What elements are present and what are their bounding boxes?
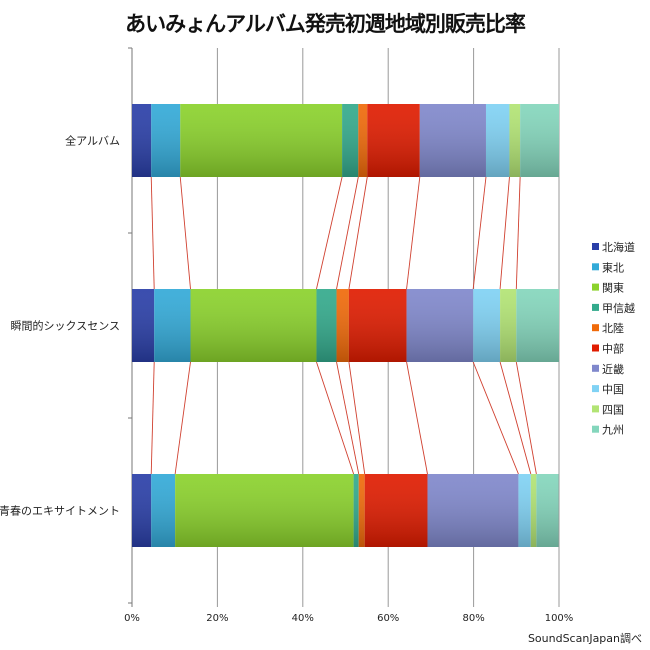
legend-swatch xyxy=(592,405,599,413)
series-connector-line xyxy=(472,361,519,475)
legend-label: 四国 xyxy=(602,403,624,416)
series-connector-line xyxy=(316,176,343,290)
legend-label: 東北 xyxy=(602,261,624,274)
bar-segment-shade xyxy=(190,289,317,362)
category-label: 瞬間的シックスセンス xyxy=(11,319,120,333)
bar-segment-shade xyxy=(336,289,349,362)
x-tick-label: 40% xyxy=(292,613,314,624)
legend-label: 甲信越 xyxy=(602,301,635,315)
bar-segment-shade xyxy=(500,289,517,362)
legend-label: 関東 xyxy=(602,282,624,295)
x-tick-label: 100% xyxy=(545,613,574,624)
legend-swatch xyxy=(592,263,599,271)
legend-swatch xyxy=(592,385,599,393)
bar-segment-shade xyxy=(367,104,420,177)
bar-segment-shade xyxy=(419,104,486,177)
bar-segment-shade xyxy=(316,289,337,362)
series-connector-line xyxy=(316,361,355,475)
bar-segment-shade xyxy=(509,104,521,177)
series-connector-line xyxy=(179,176,191,290)
series-connector-line xyxy=(499,361,532,475)
bar-segment-shade xyxy=(358,104,368,177)
bar-segment-shade xyxy=(132,104,152,177)
bar-segment-shade xyxy=(520,104,559,177)
bar-segment-shade xyxy=(364,474,428,547)
bar-segment-shade xyxy=(518,474,531,547)
bar-segment-shade xyxy=(516,289,559,362)
bar-segment-shade xyxy=(536,474,559,547)
x-tick-label: 20% xyxy=(206,613,228,624)
series-connector-line xyxy=(472,176,487,290)
series-connector-line xyxy=(336,176,359,290)
series-connector-line xyxy=(348,361,366,475)
series-connector-line xyxy=(406,176,421,290)
bar-segment-shade xyxy=(427,474,519,547)
bar-segment-shade xyxy=(530,474,537,547)
bar-segment-shade xyxy=(132,474,152,547)
bar-segment-shade xyxy=(151,474,176,547)
bar-segment-shade xyxy=(180,104,343,177)
x-tick-label: 80% xyxy=(462,613,484,624)
legend-swatch xyxy=(592,243,599,250)
bar-segment-shade xyxy=(132,289,155,362)
series-connector-line xyxy=(515,361,537,475)
legend-swatch xyxy=(592,425,599,433)
bar-segment-shade xyxy=(154,289,191,362)
bar-segment-shade xyxy=(485,104,510,177)
series-connector-line xyxy=(348,176,368,290)
series-connector-line xyxy=(174,361,191,475)
bar-segment-shade xyxy=(151,104,181,177)
category-label: 青春のエキサイトメント xyxy=(0,505,120,518)
legend-label: 中国 xyxy=(602,383,624,396)
bar-segment-shade xyxy=(348,289,407,362)
x-tick-label: 0% xyxy=(124,613,140,624)
series-connector-line xyxy=(499,176,510,290)
series-connector-line xyxy=(150,361,155,475)
chart-title: あいみょんアルバム発売初週地域別販売比率 xyxy=(125,12,526,36)
legend-swatch xyxy=(592,344,599,352)
bar-segment-shade xyxy=(353,474,359,547)
legend-label: 九州 xyxy=(602,424,624,437)
x-tick-label: 60% xyxy=(377,613,399,624)
series-connector-line xyxy=(406,361,428,475)
bar-segment-shade xyxy=(358,474,365,547)
legend-swatch xyxy=(592,324,599,332)
series-connector-line xyxy=(515,176,521,290)
series-connector-line xyxy=(150,176,155,290)
legend-swatch xyxy=(592,364,599,372)
source-note: SoundScanJapan調べ xyxy=(527,632,642,645)
legend-swatch xyxy=(592,283,599,291)
bar-segment-shade xyxy=(342,104,359,177)
bar-segment-shade xyxy=(473,289,501,362)
legend-swatch xyxy=(592,303,599,311)
bar-segment-shade xyxy=(175,474,354,547)
series-connector-line xyxy=(336,361,360,475)
legend-label: 近畿 xyxy=(602,362,624,376)
bar-segment-shade xyxy=(406,289,474,362)
category-label: 全アルバム xyxy=(65,134,120,148)
legend-label: 中部 xyxy=(602,342,624,356)
legend-label: 北海道 xyxy=(602,240,635,254)
legend-label: 北陸 xyxy=(602,322,624,335)
